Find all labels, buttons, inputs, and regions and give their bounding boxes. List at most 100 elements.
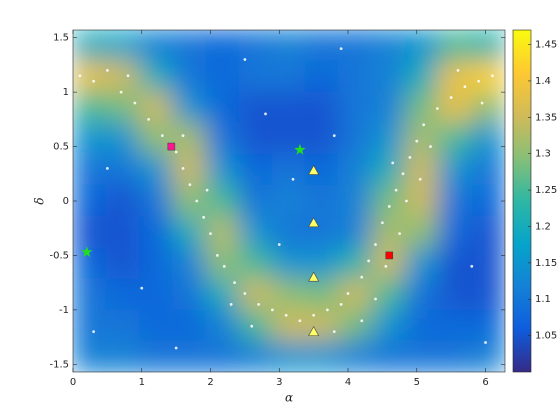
heat-cell <box>471 247 505 280</box>
heat-cell <box>304 278 340 311</box>
heat-cell <box>371 153 406 186</box>
heat-cell <box>271 60 306 93</box>
scatter-point <box>291 177 295 181</box>
heat-cell <box>471 340 505 372</box>
marker-square <box>385 251 394 260</box>
heat-cell <box>205 153 240 186</box>
x-tick-label: 2 <box>207 377 213 388</box>
heat-cell <box>172 60 207 93</box>
heat-cell <box>205 216 240 249</box>
heat-cell <box>304 247 340 280</box>
heat-cell <box>271 91 306 124</box>
scatter-point <box>491 74 494 78</box>
scatter-point <box>105 68 109 72</box>
heat-cell <box>404 122 439 155</box>
heat-cell <box>371 309 406 342</box>
heat-cell <box>371 30 406 62</box>
heat-cell <box>471 184 505 218</box>
heat-cell <box>238 91 273 124</box>
heat-cell <box>73 309 107 342</box>
scatter-point <box>408 156 412 159</box>
heat-cell <box>205 30 240 62</box>
heat-cell <box>105 340 140 372</box>
y-tick-label: 1 <box>63 87 69 98</box>
scatter-point <box>270 308 274 312</box>
heat-cell <box>238 30 273 62</box>
heat-cell <box>304 216 340 249</box>
y-axis-label: δ <box>33 197 47 204</box>
heat-cell <box>371 340 406 372</box>
scatter-point <box>298 319 302 323</box>
heat-cell <box>471 122 505 155</box>
heat-cell <box>105 184 140 218</box>
scatter-point <box>160 134 164 138</box>
heat-cell <box>437 278 473 311</box>
scatter-point <box>181 134 185 138</box>
heat-cell <box>271 340 306 372</box>
scatter-point <box>449 96 453 99</box>
heat-cell <box>205 340 240 372</box>
marker-triangle <box>308 217 320 228</box>
scatter-point <box>415 139 419 143</box>
heat-cell <box>304 153 340 186</box>
heat-cell <box>471 153 505 186</box>
scatter-point <box>188 183 192 187</box>
scatter-point <box>147 117 151 121</box>
heat-cell <box>73 278 107 311</box>
scatter-point <box>325 308 329 312</box>
heat-cell <box>172 340 207 372</box>
heat-cell <box>238 153 273 186</box>
heat-cell <box>105 30 140 62</box>
heat-cell <box>271 216 306 249</box>
scatter-point <box>119 90 123 94</box>
colorbar <box>512 29 532 373</box>
heat-cell <box>172 122 207 155</box>
scatter-point <box>480 101 484 105</box>
colorbar-tick-label: 1.05 <box>535 331 557 342</box>
heat-cell <box>138 184 174 218</box>
heat-cell <box>105 309 140 342</box>
heat-cell <box>271 309 306 342</box>
heat-cell <box>371 122 406 155</box>
scatter-point <box>105 166 109 170</box>
y-tick-label: 0.5 <box>53 142 69 153</box>
heat-cell <box>471 60 505 93</box>
heat-cell <box>404 91 439 124</box>
marker-star <box>81 246 93 257</box>
scatter-point <box>257 303 261 306</box>
scatter-point <box>332 330 336 334</box>
heat-cell <box>371 60 406 93</box>
heat-cell <box>371 184 406 218</box>
heat-cell <box>138 153 174 186</box>
scatter-point <box>243 292 247 295</box>
heat-cell <box>338 30 373 62</box>
heat-cell <box>172 91 207 124</box>
scatter-point <box>202 215 206 219</box>
heat-cell <box>138 122 174 155</box>
x-tick-label: 4 <box>345 377 351 388</box>
heat-cell <box>105 60 140 93</box>
heat-cell <box>73 122 107 155</box>
heat-cell <box>338 278 373 311</box>
marker-square <box>167 142 176 151</box>
heat-cell <box>205 91 240 124</box>
scatter-point <box>339 47 343 50</box>
heat-cell <box>238 340 273 372</box>
heat-cell <box>73 153 107 186</box>
heat-cell <box>338 216 373 249</box>
heat-cell <box>73 91 107 124</box>
heat-cell <box>205 309 240 342</box>
scatter-point <box>174 150 178 154</box>
scatter-point <box>360 319 364 323</box>
heat-cell <box>138 216 174 249</box>
heat-cell <box>338 309 373 342</box>
scatter-point <box>92 79 96 83</box>
colorbar-tick-label: 1.25 <box>535 185 557 196</box>
x-tick-label: 6 <box>482 377 488 388</box>
heat-cell <box>238 60 273 93</box>
scatter-point <box>374 297 377 301</box>
scatter-point <box>181 166 185 170</box>
heat-cell <box>271 184 306 218</box>
heat-cell <box>304 122 340 155</box>
heat-cell <box>338 60 373 93</box>
